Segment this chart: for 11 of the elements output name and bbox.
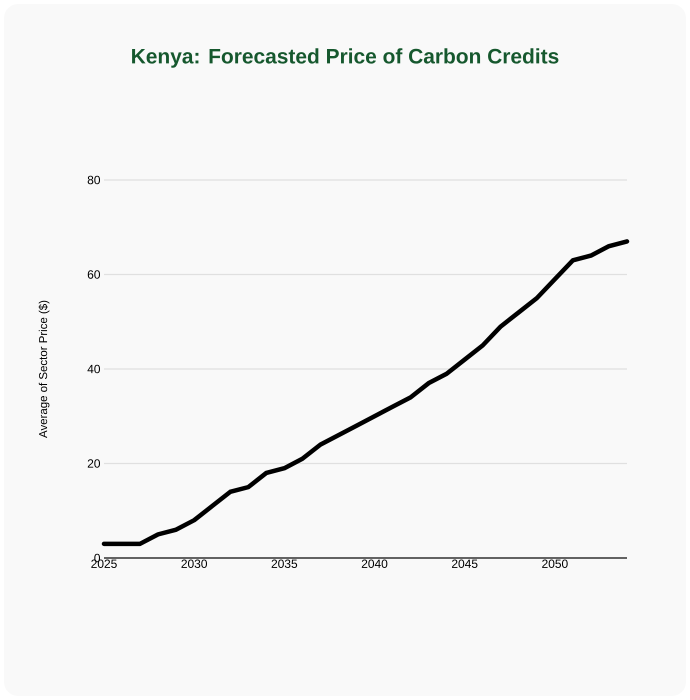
x-tick-label: 2040	[362, 560, 388, 568]
x-tick-label: 2050	[542, 560, 568, 568]
y-tick-label: 20	[88, 459, 100, 468]
y-tick-label: 80	[88, 176, 100, 184]
y-tick-label: 40	[87, 364, 100, 374]
x-tick-label: 2030	[181, 560, 208, 568]
y-tick-label: 60	[88, 270, 100, 279]
x-tick-label: 2045	[452, 560, 478, 568]
y-axis-title: Average of Sector Price ($)	[38, 300, 50, 438]
x-tick-label: 2035	[272, 560, 298, 568]
chart-title: Kenya: Forecasted Price of Carbon Credits	[132, 48, 558, 68]
